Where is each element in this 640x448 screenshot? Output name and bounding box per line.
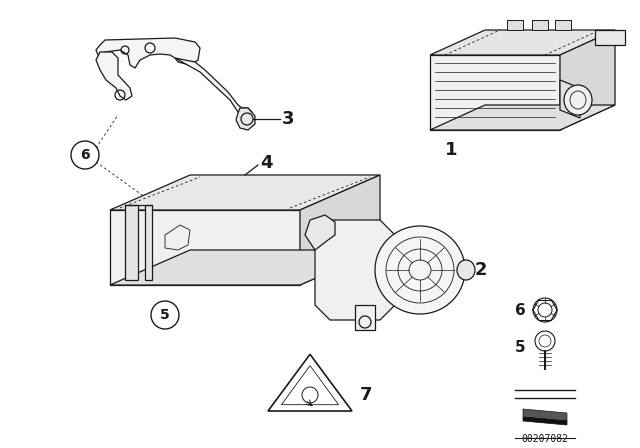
Ellipse shape — [457, 260, 475, 280]
Polygon shape — [300, 175, 380, 285]
Polygon shape — [560, 80, 580, 118]
Polygon shape — [125, 205, 138, 280]
Text: 6: 6 — [80, 148, 90, 162]
Polygon shape — [305, 215, 335, 250]
Polygon shape — [507, 20, 523, 30]
Text: 2: 2 — [475, 261, 488, 279]
Text: 5: 5 — [515, 340, 525, 354]
Ellipse shape — [564, 85, 592, 115]
Polygon shape — [523, 417, 567, 425]
Text: 5: 5 — [160, 308, 170, 322]
Text: 6: 6 — [515, 302, 525, 318]
Text: 3: 3 — [282, 110, 294, 128]
Circle shape — [151, 301, 179, 329]
Circle shape — [71, 141, 99, 169]
Polygon shape — [110, 175, 380, 210]
Polygon shape — [96, 52, 132, 100]
Polygon shape — [355, 305, 375, 330]
Polygon shape — [523, 409, 567, 421]
Text: 4: 4 — [260, 154, 273, 172]
Polygon shape — [96, 38, 200, 68]
Polygon shape — [175, 58, 252, 122]
Polygon shape — [555, 20, 571, 30]
Polygon shape — [145, 205, 152, 280]
Polygon shape — [560, 30, 615, 130]
Text: 1: 1 — [445, 141, 458, 159]
Text: 7: 7 — [360, 386, 372, 404]
Polygon shape — [236, 108, 255, 130]
Polygon shape — [430, 55, 560, 130]
Polygon shape — [430, 30, 615, 55]
Polygon shape — [315, 220, 395, 320]
Polygon shape — [430, 105, 615, 130]
Text: 00207082: 00207082 — [522, 434, 568, 444]
Polygon shape — [595, 30, 625, 45]
Ellipse shape — [375, 226, 465, 314]
Polygon shape — [110, 210, 300, 285]
Polygon shape — [110, 250, 380, 285]
Polygon shape — [532, 20, 548, 30]
